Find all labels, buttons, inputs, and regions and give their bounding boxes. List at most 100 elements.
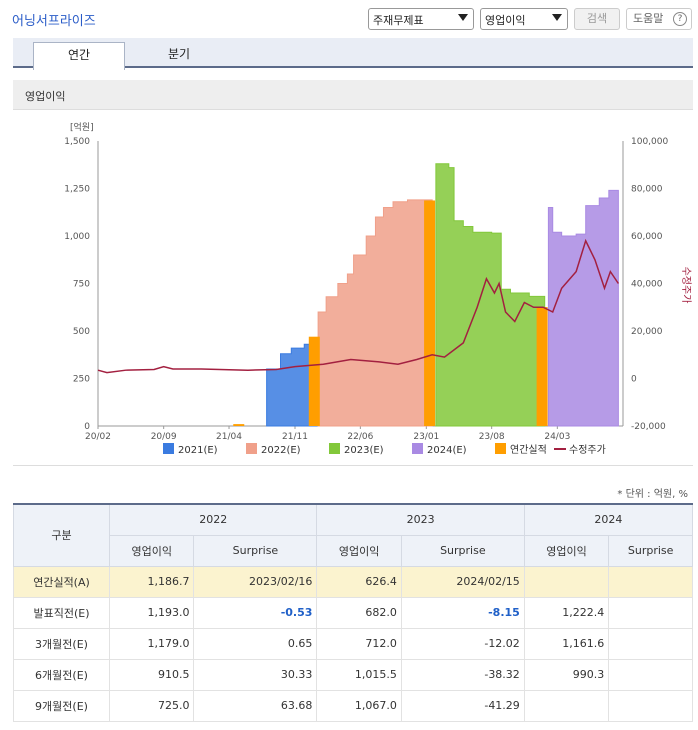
help-button[interactable]: 도움말 ?: [626, 8, 692, 30]
row-label: 9개월전(E): [13, 689, 110, 722]
y-right-tick-label: 20,000: [631, 327, 663, 337]
chart-container: [억원] 1,500 1,250 1,000 750 500 250 0 100,000 80,0…: [13, 110, 693, 466]
table-cell: -0.53: [193, 596, 318, 629]
search-button[interactable]: 검색: [574, 8, 620, 30]
actual-bar: [536, 307, 548, 426]
y-right-tick-label: 80,000: [631, 185, 663, 195]
tab-annual[interactable]: 연간: [33, 42, 125, 70]
y-left-tick-label: 1,500: [64, 137, 90, 147]
chevron-down-icon: [458, 14, 468, 21]
table-cell: [523, 565, 610, 598]
table-row: 3개월전(E) 1,179.0 0.65 712.0 -12.02 1,161.6: [13, 627, 693, 660]
table-subheader-op: 영업이익: [523, 534, 610, 567]
table-cell: 626.4: [316, 565, 402, 598]
actual-bar: [424, 200, 436, 426]
help-icon: ?: [673, 12, 687, 26]
legend-swatch: [329, 443, 340, 454]
table-row: 6개월전(E) 910.5 30.33 1,015.5 -38.32 990.3: [13, 658, 693, 691]
table-cell: 682.0: [316, 596, 402, 629]
x-tick-label: 20/09: [151, 432, 177, 442]
earnings-table: 구분 2022 2023 2024 영업이익 Surprise 영업이익 Sur…: [13, 503, 694, 722]
legend-label: 2024(E): [427, 445, 467, 456]
table-subheader-surprise: Surprise: [400, 534, 525, 567]
table-subheader-surprise: Surprise: [193, 534, 318, 567]
legend-label: 연간실적: [510, 444, 547, 456]
y-unit-label: [억원]: [70, 121, 94, 133]
legend-swatch: [495, 443, 506, 454]
table-row: 9개월전(E) 725.0 63.68 1,067.0 -41.29: [13, 689, 693, 722]
help-button-label: 도움말: [633, 12, 664, 25]
price-line: [97, 238, 619, 374]
table-cell: -38.32: [400, 658, 525, 691]
actual-bar: [233, 424, 245, 426]
table-row: 발표직전(E) 1,193.0 -0.53 682.0 -8.15 1,222.4: [13, 596, 693, 629]
estimate-area: [435, 163, 546, 427]
row-label: 6개월전(E): [13, 658, 110, 691]
x-tick-label: 24/03: [544, 432, 570, 442]
y-left-tick-label: 1,000: [64, 232, 90, 242]
table-cell: -12.02: [400, 627, 525, 660]
y-left-tick-label: 0: [84, 422, 90, 432]
table-cell: [608, 627, 693, 660]
y-left-tick-label: 500: [73, 327, 90, 337]
row-label: 연간실적(A): [13, 565, 110, 598]
table-cell: 1,067.0: [316, 689, 402, 722]
y-right-tick-label: 60,000: [631, 232, 663, 242]
y-right-tick-label: 40,000: [631, 280, 663, 290]
table-cell: [608, 565, 693, 598]
table-cell: 712.0: [316, 627, 402, 660]
chevron-down-icon: [552, 14, 562, 21]
tab-quarterly[interactable]: 분기: [167, 47, 191, 61]
x-tick-label: 20/02: [85, 432, 111, 442]
y-left-tick-label: 750: [73, 280, 90, 290]
table-cell: 990.3: [523, 658, 610, 691]
y-right-tick-label: 0: [631, 375, 637, 385]
table-header-category: 구분: [13, 503, 110, 567]
table-cell: 0.65: [193, 627, 318, 660]
estimate-area: [317, 199, 433, 427]
earnings-chart: [억원] 1,500 1,250 1,000 750 500 250 0 100,000 80,0…: [64, 121, 692, 456]
metric-select[interactable]: 영업이익: [480, 8, 568, 30]
x-tick-label: 21/04: [216, 432, 242, 442]
top-bar: 어닝서프라이즈 주재무제표 영업이익 검색 도움말 ?: [0, 0, 698, 38]
table-cell: 1,222.4: [523, 596, 610, 629]
table-cell: -41.29: [400, 689, 525, 722]
y-right-tick-label: 100,000: [631, 137, 668, 147]
table-cell: 1,161.6: [523, 627, 610, 660]
table-cell: 2024/02/15: [400, 565, 525, 598]
x-tick-label: 21/11: [282, 432, 308, 442]
table-cell: 910.5: [108, 658, 195, 691]
table-cell: [608, 596, 693, 629]
table-subheader-surprise: Surprise: [608, 534, 693, 567]
table-header-year-2022: 2022: [108, 503, 318, 536]
legend-label: 2022(E): [261, 445, 301, 456]
statement-select-value: 주재무제표: [373, 14, 424, 27]
estimate-area: [547, 189, 619, 427]
y-left-tick-label: 250: [73, 375, 90, 385]
table-cell: -8.15: [400, 596, 525, 629]
row-label: 발표직전(E): [13, 596, 110, 629]
legend-label: 2023(E): [344, 445, 384, 456]
statement-select[interactable]: 주재무제표: [368, 8, 474, 30]
table-header-year-2023: 2023: [316, 503, 525, 536]
legend-swatch: [412, 443, 423, 454]
y-right-axis-label: 수정주가: [680, 267, 692, 304]
x-tick-label: 22/06: [347, 432, 373, 442]
table-row: 연간실적(A) 1,186.7 2023/02/16 626.4 2024/02/15: [13, 565, 693, 598]
table-cell: 1,179.0: [108, 627, 195, 660]
legend-swatch: [163, 443, 174, 454]
table-subheader-op: 영업이익: [316, 534, 402, 567]
legend-label: 수정주가: [569, 444, 606, 456]
legend-swatch: [246, 443, 257, 454]
actual-bar: [308, 336, 320, 426]
table-header-year-2024: 2024: [523, 503, 694, 536]
x-tick-label: 23/01: [413, 432, 439, 442]
unit-note: * 단위 : 억원, %: [617, 489, 688, 500]
table-cell: 1,193.0: [108, 596, 195, 629]
y-left-tick-label: 1,250: [64, 185, 90, 195]
table-cell: 1,015.5: [316, 658, 402, 691]
table-cell: 30.33: [193, 658, 318, 691]
x-tick-label: 23/08: [479, 432, 505, 442]
table-cell: 2023/02/16: [193, 565, 318, 598]
y-right-tick-label: -20,000: [631, 422, 666, 432]
